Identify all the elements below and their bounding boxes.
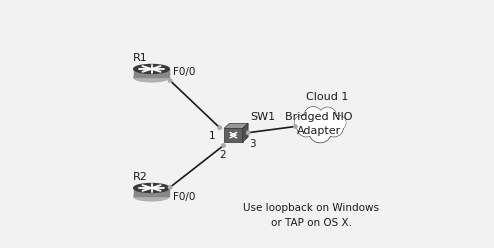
Text: F0/0: F0/0 <box>173 192 196 202</box>
Ellipse shape <box>134 192 169 201</box>
Circle shape <box>247 131 250 134</box>
Circle shape <box>332 116 345 129</box>
Ellipse shape <box>134 73 169 82</box>
Ellipse shape <box>134 184 169 192</box>
Text: Cloud 1: Cloud 1 <box>306 92 349 102</box>
Polygon shape <box>134 69 169 77</box>
Circle shape <box>294 116 309 130</box>
Circle shape <box>168 79 172 82</box>
Text: Bridged NIO
Adapter: Bridged NIO Adapter <box>285 112 353 136</box>
Circle shape <box>305 108 322 124</box>
Circle shape <box>306 112 329 136</box>
Circle shape <box>325 118 343 137</box>
Circle shape <box>332 116 346 130</box>
Ellipse shape <box>134 64 169 73</box>
Circle shape <box>168 186 172 189</box>
Polygon shape <box>224 128 243 142</box>
Circle shape <box>297 118 316 137</box>
Polygon shape <box>243 123 248 142</box>
Circle shape <box>304 107 322 125</box>
Text: 3: 3 <box>249 139 256 149</box>
Polygon shape <box>134 188 169 196</box>
Text: 2: 2 <box>219 150 226 159</box>
Circle shape <box>305 111 330 137</box>
Circle shape <box>325 119 342 136</box>
Text: F0/0: F0/0 <box>173 67 196 77</box>
Circle shape <box>320 108 335 124</box>
Polygon shape <box>224 123 248 128</box>
Text: R2: R2 <box>132 172 147 182</box>
Circle shape <box>293 125 297 128</box>
Text: SW1: SW1 <box>250 112 275 122</box>
Circle shape <box>310 121 330 142</box>
Circle shape <box>295 116 308 129</box>
Circle shape <box>218 126 221 129</box>
Circle shape <box>309 120 331 143</box>
Circle shape <box>298 119 315 136</box>
Text: R1: R1 <box>132 53 147 63</box>
Circle shape <box>222 144 225 147</box>
Text: Use loopback on Windows
or TAP on OS X.: Use loopback on Windows or TAP on OS X. <box>244 203 379 228</box>
Circle shape <box>319 107 336 124</box>
Text: 1: 1 <box>208 131 215 141</box>
